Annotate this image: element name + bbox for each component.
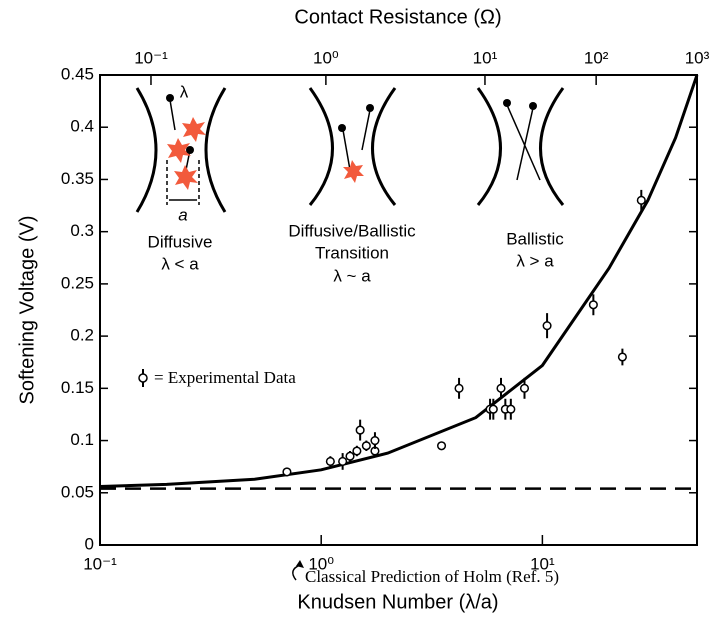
y-tick-label: 0.05 <box>61 482 94 501</box>
constriction <box>541 88 564 205</box>
data-point <box>346 452 354 460</box>
data-point <box>339 458 347 466</box>
x2-tick-label: 10¹ <box>473 48 498 67</box>
top-axis-title: Contact Resistance (Ω) <box>294 6 501 28</box>
x2-tick-label: 10³ <box>685 48 710 67</box>
legend-marker <box>139 374 147 382</box>
inset-diagrams <box>137 88 563 212</box>
x-tick-label: 10⁰ <box>308 554 334 573</box>
data-point <box>590 301 598 309</box>
constriction <box>373 88 396 205</box>
data-point <box>363 442 371 450</box>
regime-label: Ballistic <box>506 229 564 248</box>
electrons <box>166 94 537 154</box>
y-tick-label: 0.1 <box>70 430 94 449</box>
star <box>174 165 198 190</box>
inset-label: a <box>178 205 187 224</box>
electron <box>366 104 374 112</box>
legend-label: = Experimental Data <box>154 368 296 387</box>
fit-curve <box>100 75 697 487</box>
x2-tick-label: 10⁻¹ <box>134 48 168 67</box>
regime-label: Diffusive/Ballistic <box>288 221 416 240</box>
inset-label: λ <box>180 82 189 101</box>
data-point <box>497 385 505 393</box>
data-point <box>353 447 361 455</box>
inset-lines <box>167 100 540 205</box>
y-tick-label: 0.2 <box>70 326 94 345</box>
y-tick-label: 0.3 <box>70 221 94 240</box>
star <box>182 117 206 142</box>
callout-arrow <box>293 565 300 580</box>
data-point <box>638 197 646 205</box>
electron <box>503 99 511 107</box>
regime-label: Diffusive <box>148 232 213 251</box>
y-tick-label: 0.35 <box>61 169 94 188</box>
constriction <box>310 88 333 205</box>
constriction <box>137 88 156 212</box>
y-tick-label: 0.15 <box>61 378 94 397</box>
data-point <box>521 385 529 393</box>
regime-label: Transition <box>315 243 389 262</box>
chart: Contact Resistance (Ω) Knudsen Number (λ… <box>0 0 721 619</box>
regime-condition: λ > a <box>516 251 554 270</box>
holm-annotation: Classical Prediction of Holm (Ref. 5) <box>305 567 559 586</box>
data-point <box>490 405 498 413</box>
constriction <box>478 88 501 205</box>
electron <box>166 94 174 102</box>
electron <box>186 146 194 154</box>
data-point <box>507 405 515 413</box>
data-point <box>327 458 335 466</box>
path <box>507 105 540 180</box>
legend: = Experimental Data <box>139 368 296 387</box>
electron <box>338 124 346 132</box>
constriction <box>206 88 225 212</box>
y-axis-title: Softening Voltage (V) <box>16 215 38 404</box>
regime-condition: λ < a <box>161 254 199 273</box>
data-point <box>371 437 379 445</box>
scatter-events <box>167 117 364 190</box>
electron <box>529 102 537 110</box>
y-tick-label: 0.45 <box>61 64 94 83</box>
x2-tick-label: 10⁰ <box>313 48 339 67</box>
star <box>343 160 364 183</box>
path <box>517 108 533 180</box>
plot-frame <box>100 75 697 545</box>
data-point <box>438 442 446 450</box>
data-point <box>619 353 627 361</box>
x-tick-label: 10⁻¹ <box>83 554 117 573</box>
data-point <box>455 385 463 393</box>
x2-tick-label: 10² <box>584 48 609 67</box>
path <box>362 110 370 150</box>
data-point <box>356 426 364 434</box>
path <box>170 100 175 130</box>
data-point <box>543 322 551 330</box>
path <box>343 130 350 170</box>
y-tick-label: 0 <box>85 534 94 553</box>
x-axis-title: Knudsen Number (λ/a) <box>297 591 498 613</box>
y-tick-label: 0.4 <box>70 117 94 136</box>
x-tick-label: 10¹ <box>530 554 555 573</box>
y-tick-label: 0.25 <box>61 273 94 292</box>
regime-condition: λ ~ a <box>333 266 371 285</box>
data-point <box>283 468 291 476</box>
